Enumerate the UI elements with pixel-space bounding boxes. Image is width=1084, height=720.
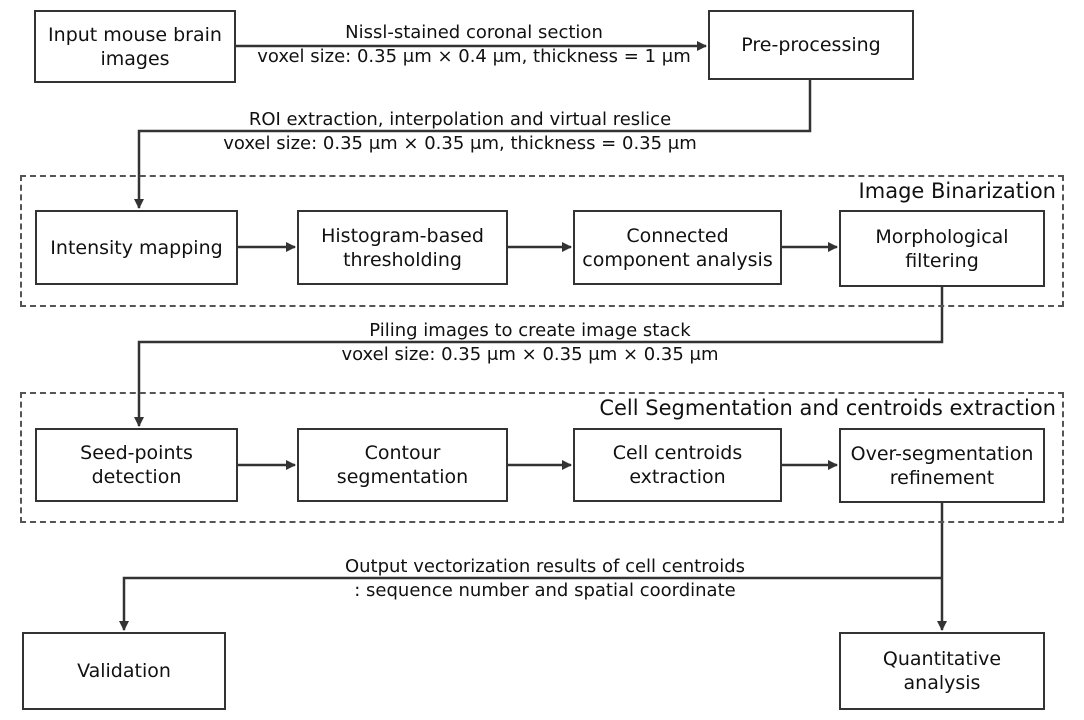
connected-component-analysis-box: Connected component analysis: [573, 210, 782, 285]
intensity-mapping-box: Intensity mapping: [35, 210, 238, 285]
histogram-thresholding-box: Histogram-based thresholding: [297, 210, 508, 285]
label-roi-extraction: ROI extraction, interpolation and virtua…: [223, 109, 697, 154]
cell-segmentation-group: Cell Segmentation and centroids extracti…: [20, 392, 1064, 523]
label-piling-images: Piling images to create image stack voxe…: [341, 320, 719, 365]
image-binarization-group: Image Binarization: [20, 175, 1064, 307]
arrow-preprocessing-to-intensity: [134, 80, 812, 209]
seed-points-detection-box: Seed-points detection: [35, 428, 238, 502]
preprocessing-box: Pre-processing: [708, 10, 914, 80]
label-input-to-preprocessing: Nissl-stained coronal section voxel size…: [257, 22, 691, 67]
contour-segmentation-box: Contour segmentation: [297, 428, 508, 502]
label-output-vectorization: Output vectorization results of cell cen…: [344, 556, 746, 601]
cell-segmentation-title: Cell Segmentation and centroids extracti…: [599, 396, 1056, 420]
over-segmentation-refinement-box: Over-segmentation refinement: [839, 428, 1045, 503]
image-binarization-title: Image Binarization: [858, 179, 1056, 203]
morphological-filtering-box: Morphological filtering: [839, 210, 1045, 287]
cell-centroids-extraction-box: Cell centroids extraction: [573, 428, 782, 502]
arrow-overseg-to-validation: [119, 576, 942, 631]
quantitative-analysis-box: Quantitative analysis: [839, 632, 1045, 710]
arrow-morph-to-seed: [134, 287, 944, 427]
validation-box: Validation: [22, 632, 226, 710]
input-mouse-brain-images-box: Input mouse brain images: [34, 10, 236, 83]
